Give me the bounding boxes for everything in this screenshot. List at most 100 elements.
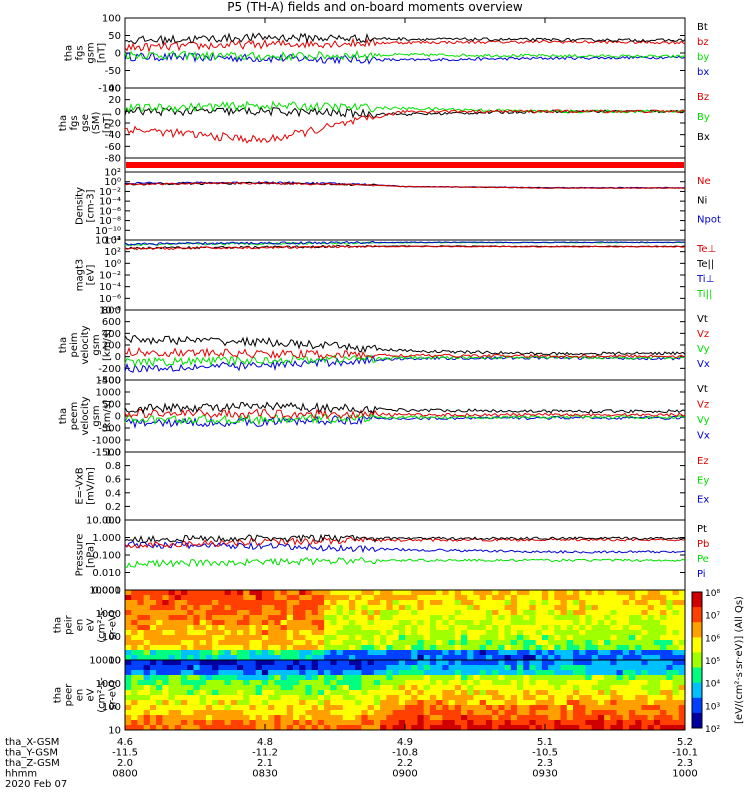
spectrogram-cell [660,705,667,711]
spectrogram-cell [305,600,313,606]
spectrogram-cell [541,630,549,636]
spectrogram-cell [398,625,406,631]
spectrogram-cell [174,625,182,631]
spectrogram-cell [436,660,443,666]
spectrogram-cell [268,655,275,661]
spectrogram-cell [199,650,207,656]
spectrogram-cell [535,725,543,731]
spectrogram-cell [585,720,593,726]
spectrogram-cell [436,705,443,711]
spectrogram-cell [672,645,680,651]
spectrogram-cell [261,665,269,671]
spectrogram-cell [647,625,655,631]
spectrogram-cell [485,610,493,616]
spectrogram-cell [604,720,611,726]
spectrogram-cell [268,645,275,651]
spectrogram-cell [317,725,325,731]
spectrogram-cell [187,715,194,721]
spectrogram-cell [293,615,300,621]
spectrogram-cell [492,635,499,641]
spectrogram-cell [361,685,369,691]
spectrogram-cell [641,615,649,621]
spectrogram-cell [616,695,624,701]
spectrogram-cell [386,725,394,731]
spectrogram-cell [604,645,611,651]
spectrogram-cell [218,610,226,616]
spectrogram-cell [311,725,319,731]
spectrogram-cell [492,600,499,606]
spectrogram-cell [479,655,487,661]
spectrogram-cell [672,625,680,631]
spectrogram-cell [293,720,300,726]
y-tick-label: 1000 [96,609,121,620]
spectrogram-cell [205,660,213,666]
spectrogram-cell [454,700,462,706]
spectrogram-cell [386,670,394,676]
spectrogram-cell [454,640,462,646]
spectrogram-cell [573,700,580,706]
spectrogram-cell [616,600,624,606]
spectrogram-cell [604,590,611,596]
spectrogram-cell [137,655,145,661]
spectrogram-cell [417,685,425,691]
spectrogram-cell [479,675,487,681]
spectrogram-cell [573,725,580,731]
spectrogram-cell [517,590,524,596]
spectrogram-cell [660,685,667,691]
spectrogram-cell [535,715,543,721]
spectrogram-cell [367,650,375,656]
spectrogram-cell [280,625,288,631]
spectrogram-cell [193,590,201,596]
spectrogram-cell [330,600,338,606]
spectrogram-cell [678,720,686,726]
spectrogram-cell [361,665,369,671]
spectrogram-cell [311,720,319,726]
spectrogram-cell [237,710,244,716]
spectrogram-cell [380,685,387,691]
y-tick-label: 50 [108,31,121,42]
spectrogram-cell [380,710,387,716]
x-annotation-value: 0900 [392,769,417,780]
spectrogram-cell [386,700,394,706]
spectrogram-cell [398,700,406,706]
spectrogram-cell [181,645,188,651]
spectrogram-cell [143,640,151,646]
spectrogram-cell [230,655,238,661]
spectrogram-cell [653,650,661,656]
spectrogram-cell [510,665,518,671]
y-axis-label: tha [58,408,69,424]
spectrogram-cell [205,670,213,676]
spectrogram-cell [467,605,474,611]
spectrogram-cell [212,710,219,716]
spectrogram-cell [454,705,462,711]
y-axis-label: eV [86,688,97,701]
spectrogram-cell [473,700,481,706]
spectrogram-cell [660,665,667,671]
spectrogram-cell [517,620,524,626]
spectrogram-cell [417,635,425,641]
spectrogram-cell [610,610,618,616]
spectrogram-cell [523,695,530,701]
spectrogram-cell [579,595,586,601]
legend-entry: Vx [697,431,710,442]
spectrogram-cell [249,685,257,691]
spectrogram-cell [479,690,487,696]
spectrogram-cell [280,600,288,606]
spectrogram-cell [641,595,649,601]
spectrogram-cell [317,595,325,601]
spectrogram-cell [417,610,425,616]
spectrogram-cell [635,665,642,671]
spectrogram-cell [205,685,213,691]
spectrogram-cell [641,720,649,726]
spectrogram-cell [224,625,232,631]
spectrogram-cell [411,620,418,626]
spectrogram-cell [672,600,680,606]
spectrogram-cell [125,625,132,631]
spectrogram-cell [629,725,636,731]
spectrogram-cell [212,600,219,606]
y-tick-label: 10 [108,726,121,737]
spectrogram-cell [224,705,232,711]
y-tick-label: -20 [105,119,121,130]
spectrogram-cell [423,590,431,596]
spectrogram-cell [641,635,649,641]
